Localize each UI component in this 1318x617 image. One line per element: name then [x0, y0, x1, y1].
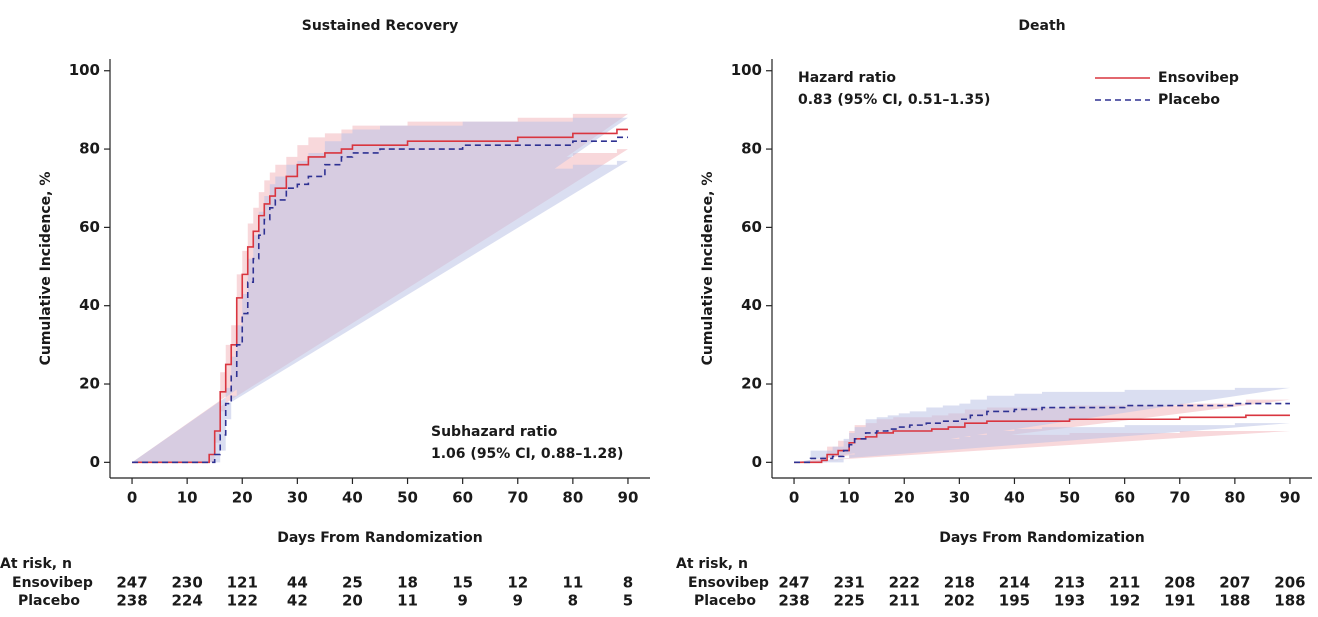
risk-count: 121: [227, 574, 258, 592]
x-tick-label: 90: [1280, 489, 1301, 507]
x-axis-label: Days From Randomization: [939, 530, 1145, 546]
risk-count: 191: [1164, 592, 1195, 610]
legend-label: Placebo: [1158, 92, 1220, 108]
x-tick-label: 30: [949, 489, 970, 507]
x-tick-label: 70: [1169, 489, 1190, 507]
risk-row-label: Placebo: [694, 593, 756, 609]
risk-count: 5: [623, 592, 633, 610]
survival-line: [132, 128, 628, 464]
x-tick-label: 70: [507, 489, 528, 507]
y-tick-label: 60: [79, 218, 100, 236]
y-tick-label: 20: [741, 375, 762, 393]
y-tick-label: 80: [741, 140, 762, 158]
risk-count: 9: [513, 592, 523, 610]
confidence-band: [132, 117, 628, 463]
y-tick-label: 40: [79, 296, 100, 314]
risk-count: 218: [944, 574, 975, 592]
x-tick-label: 50: [1059, 489, 1080, 507]
risk-count: 12: [507, 574, 528, 592]
risk-count: 247: [116, 574, 147, 592]
risk-count: 225: [833, 592, 864, 610]
confidence-band: [794, 387, 1290, 463]
risk-count: 193: [1054, 592, 1085, 610]
y-tick-label: 100: [731, 61, 762, 79]
x-tick-label: 80: [1224, 489, 1245, 507]
risk-count: 207: [1219, 574, 1250, 592]
y-axis-label: Cumulative Incidence, %: [38, 172, 54, 366]
x-tick-label: 90: [618, 489, 639, 507]
risk-count: 238: [116, 592, 147, 610]
risk-row-label: Ensovibep: [12, 575, 93, 591]
chart-title: Sustained Recovery: [302, 18, 459, 34]
x-tick-label: 0: [127, 489, 137, 507]
survival-line: [794, 402, 1290, 464]
risk-table-title: At risk, n: [0, 556, 72, 572]
x-tick-label: 20: [894, 489, 915, 507]
risk-count: 213: [1054, 574, 1085, 592]
x-tick-label: 60: [1114, 489, 1135, 507]
x-tick-label: 60: [452, 489, 473, 507]
x-tick-label: 30: [287, 489, 308, 507]
y-axis-label: Cumulative Incidence, %: [700, 172, 716, 366]
risk-count: 25: [342, 574, 363, 592]
legend-label: Ensovibep: [1158, 70, 1239, 86]
risk-count: 224: [171, 592, 202, 610]
x-tick-label: 40: [342, 489, 363, 507]
risk-count: 208: [1164, 574, 1195, 592]
risk-count: 202: [944, 592, 975, 610]
chart-title: Death: [1018, 18, 1065, 34]
y-tick-label: 0: [752, 453, 762, 471]
risk-count: 192: [1109, 592, 1140, 610]
risk-count: 214: [999, 574, 1030, 592]
risk-count: 188: [1274, 592, 1305, 610]
risk-count: 238: [778, 592, 809, 610]
y-tick-label: 80: [79, 140, 100, 158]
x-axis-label: Days From Randomization: [277, 530, 483, 546]
annotation: 1.06 (95% CI, 0.88–1.28): [431, 446, 623, 462]
risk-count: 11: [397, 592, 418, 610]
y-tick-label: 0: [90, 453, 100, 471]
risk-row-label: Ensovibep: [688, 575, 769, 591]
risk-count: 122: [227, 592, 258, 610]
survival-line: [794, 414, 1290, 464]
x-tick-label: 10: [177, 489, 198, 507]
x-tick-label: 10: [839, 489, 860, 507]
risk-count: 195: [999, 592, 1030, 610]
y-tick-label: 40: [741, 296, 762, 314]
annotation: Hazard ratio: [798, 70, 896, 86]
x-tick-label: 80: [562, 489, 583, 507]
x-tick-label: 20: [232, 489, 253, 507]
y-tick-label: 60: [741, 218, 762, 236]
survival-line: [132, 136, 628, 464]
risk-count: 8: [623, 574, 633, 592]
risk-count: 231: [833, 574, 864, 592]
risk-count: 222: [889, 574, 920, 592]
x-tick-label: 50: [397, 489, 418, 507]
x-tick-label: 0: [789, 489, 799, 507]
risk-count: 247: [778, 574, 809, 592]
risk-row-label: Placebo: [18, 593, 80, 609]
y-tick-label: 20: [79, 375, 100, 393]
risk-count: 188: [1219, 592, 1250, 610]
x-tick-label: 40: [1004, 489, 1025, 507]
risk-count: 18: [397, 574, 418, 592]
risk-count: 211: [889, 592, 920, 610]
risk-count: 206: [1274, 574, 1305, 592]
risk-count: 9: [457, 592, 467, 610]
risk-count: 15: [452, 574, 473, 592]
risk-count: 8: [568, 592, 578, 610]
risk-count: 230: [171, 574, 202, 592]
annotation: 0.83 (95% CI, 0.51–1.35): [798, 92, 990, 108]
annotation: Subhazard ratio: [431, 424, 558, 440]
risk-count: 11: [562, 574, 583, 592]
risk-count: 20: [342, 592, 363, 610]
risk-table-title: At risk, n: [676, 556, 748, 572]
risk-count: 42: [287, 592, 308, 610]
y-tick-label: 100: [69, 61, 100, 79]
risk-count: 211: [1109, 574, 1140, 592]
risk-count: 44: [287, 574, 308, 592]
